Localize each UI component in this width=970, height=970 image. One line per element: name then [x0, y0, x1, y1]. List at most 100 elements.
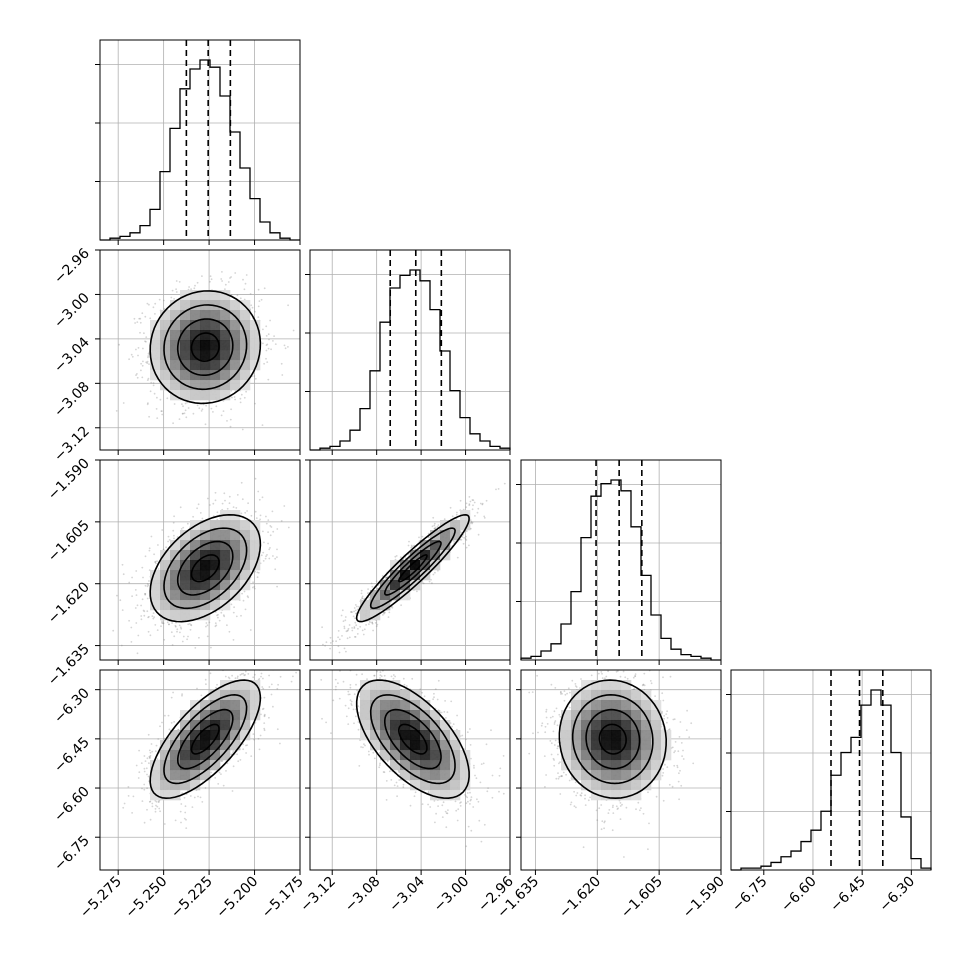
sample-point [205, 622, 208, 624]
density-cell [180, 390, 191, 401]
contour-1-0-0 [190, 332, 220, 363]
sample-point [131, 595, 134, 598]
density-cell [220, 320, 231, 331]
sample-point [262, 342, 264, 345]
sample-point [257, 288, 260, 291]
density-cell [240, 540, 251, 551]
sample-point [217, 616, 219, 619]
density-cell [170, 580, 181, 591]
density-cell [170, 560, 181, 571]
panel-frame-1-1 [309, 249, 511, 451]
sample-point [465, 539, 468, 541]
sample-point [146, 362, 149, 364]
sample-point [229, 277, 231, 279]
density-cell [200, 600, 211, 611]
sample-point [140, 604, 143, 607]
sample-point [142, 609, 145, 612]
sample-point [329, 636, 332, 639]
sample-point [267, 542, 269, 545]
sample-point [175, 288, 178, 291]
sample-point [368, 596, 370, 599]
sample-point [245, 274, 248, 276]
density-cell [240, 580, 251, 591]
density-cell [200, 530, 211, 541]
sample-point [130, 641, 133, 643]
sample-point [196, 404, 199, 407]
sample-point [274, 557, 277, 560]
sample-point [174, 624, 177, 627]
sample-point [272, 530, 275, 533]
density-cell [180, 570, 191, 581]
density-cell [150, 590, 161, 601]
sample-point [267, 347, 270, 350]
sample-point [147, 355, 150, 357]
sample-point [276, 585, 278, 588]
sample-point [465, 546, 468, 549]
density-cell [190, 580, 201, 591]
sample-point [182, 526, 185, 529]
density-cell [240, 310, 251, 321]
density-cell [220, 580, 231, 591]
sample-point [161, 529, 164, 531]
sample-point [153, 392, 156, 395]
sample-point [310, 672, 312, 674]
sample-point [148, 549, 151, 552]
density-cell [150, 370, 161, 381]
sample-point [199, 512, 202, 514]
sample-point [198, 407, 201, 410]
density-cell [170, 550, 181, 561]
sample-point [216, 511, 219, 514]
density-cell [240, 560, 251, 571]
sample-point [222, 399, 225, 402]
sample-point [348, 636, 351, 639]
sample-point [147, 584, 150, 586]
density-cell [210, 350, 221, 361]
sample-point [257, 490, 260, 493]
sample-point [173, 403, 176, 405]
density-cell [200, 320, 211, 331]
sample-point [387, 616, 390, 618]
sample-point [456, 556, 459, 559]
sample-point [383, 612, 386, 615]
sample-point [240, 481, 243, 484]
sample-point [284, 347, 287, 350]
density-cell [250, 330, 261, 341]
density-cell [180, 600, 191, 611]
sample-point [477, 507, 480, 510]
sample-point [408, 540, 410, 543]
density-cell [210, 340, 221, 351]
density-cell [180, 580, 191, 591]
sample-point [368, 623, 370, 625]
density-cell [210, 320, 221, 331]
density-cell [200, 390, 211, 401]
sample-point [365, 624, 367, 626]
density-cell [170, 570, 181, 581]
density-cell [240, 570, 251, 581]
sample-point [416, 590, 418, 593]
sample-point [235, 507, 238, 509]
sample-point [173, 635, 176, 638]
sample-point [259, 518, 261, 521]
sample-point [325, 641, 328, 644]
density-cell [190, 600, 201, 611]
sample-point [269, 534, 272, 537]
sample-point [234, 398, 237, 401]
sample-point [171, 622, 174, 624]
sample-point [231, 396, 233, 399]
sample-point [215, 405, 218, 408]
density-cell [240, 300, 251, 311]
sample-point [151, 615, 154, 618]
sample-point [240, 393, 243, 396]
sample-point [254, 477, 257, 480]
sample-point [148, 547, 151, 550]
density-cell [250, 340, 261, 351]
density-cell [230, 330, 241, 341]
sample-point [483, 517, 486, 519]
sample-point [265, 344, 268, 347]
sample-point [167, 623, 170, 626]
sample-point [338, 638, 341, 641]
sample-point [146, 585, 149, 588]
sample-point [122, 573, 125, 576]
sample-point [136, 376, 139, 379]
sample-point [143, 332, 145, 335]
